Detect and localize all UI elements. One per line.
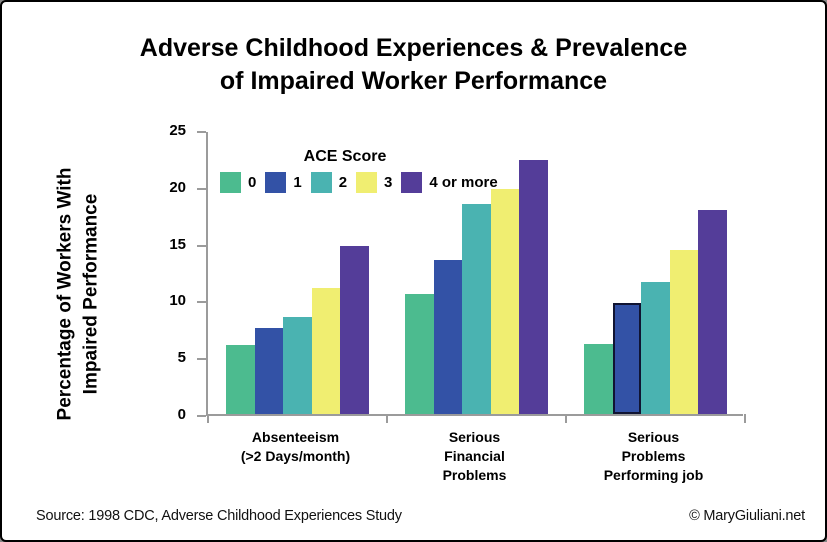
bar <box>405 293 434 414</box>
legend-item: 4 or more <box>401 172 498 193</box>
legend-item-label: 1 <box>293 174 302 191</box>
bar <box>433 259 463 414</box>
legend-item-label: 2 <box>338 174 348 191</box>
bar-group <box>566 132 745 414</box>
plot-area <box>197 131 746 423</box>
y-tick-mark <box>197 131 206 133</box>
copyright-note: © MaryGiuliani.net <box>689 508 805 524</box>
bar <box>669 250 699 414</box>
legend-item: 3 <box>356 172 392 193</box>
category-label: Serious Problems Performing job <box>603 429 704 483</box>
legend-item: 2 <box>310 172 348 193</box>
chart-title: Adverse Childhood Experiences & Prevalen… <box>139 34 688 95</box>
x-tick-mark <box>207 414 209 423</box>
category-label: Serious Financial Problems <box>442 429 507 483</box>
source-note: Source: 1998 CDC, Adverse Childhood Expe… <box>36 508 402 524</box>
legend-item: 1 <box>265 172 302 193</box>
bar <box>226 344 255 414</box>
y-tick-mark <box>197 187 206 190</box>
legend-item-label: 0 <box>248 174 257 191</box>
y-tick-label: 25 <box>169 122 186 139</box>
bar <box>519 159 548 414</box>
x-tick-mark <box>386 414 388 423</box>
x-tick-mark <box>565 414 567 423</box>
legend-item: 0 <box>220 172 256 193</box>
legend-swatch <box>220 172 241 193</box>
bar <box>283 317 312 414</box>
bar <box>490 189 520 414</box>
bar-group <box>387 132 566 414</box>
y-tick-mark <box>197 244 206 247</box>
bar <box>254 327 284 414</box>
y-tick-label: 15 <box>169 235 186 253</box>
bar <box>612 302 642 414</box>
y-tick-mark <box>197 415 206 417</box>
legend-title: ACE Score <box>303 148 387 165</box>
bar <box>698 209 727 414</box>
legend-item-label: 3 <box>384 174 393 191</box>
legend-swatch <box>310 172 332 193</box>
bar <box>340 245 369 414</box>
legend-swatch <box>265 172 287 193</box>
legend-swatch <box>401 172 423 193</box>
y-tick-label: 5 <box>177 349 186 367</box>
bar <box>584 343 613 414</box>
y-tick-label: 20 <box>169 178 186 196</box>
bar <box>641 282 670 414</box>
bar <box>311 287 341 414</box>
legend-items: 0 1 2 3 4 or more <box>220 172 520 193</box>
y-tick-mark <box>197 358 206 361</box>
bar <box>462 203 491 414</box>
category-label: Absenteeism (>2 Days/month) <box>240 429 351 464</box>
y-tick-label: 0 <box>177 406 186 423</box>
legend: ACE Score 0 1 2 3 4 or more <box>220 148 520 193</box>
legend-swatch <box>356 172 378 193</box>
x-tick-mark <box>744 414 746 423</box>
bar-group <box>208 132 387 414</box>
y-tick-label: 10 <box>169 292 186 310</box>
y-tick-mark <box>197 301 206 304</box>
y-axis-title: Percentage of Workers With Impaired Perf… <box>54 167 101 421</box>
legend-item-label: 4 or more <box>429 174 498 191</box>
